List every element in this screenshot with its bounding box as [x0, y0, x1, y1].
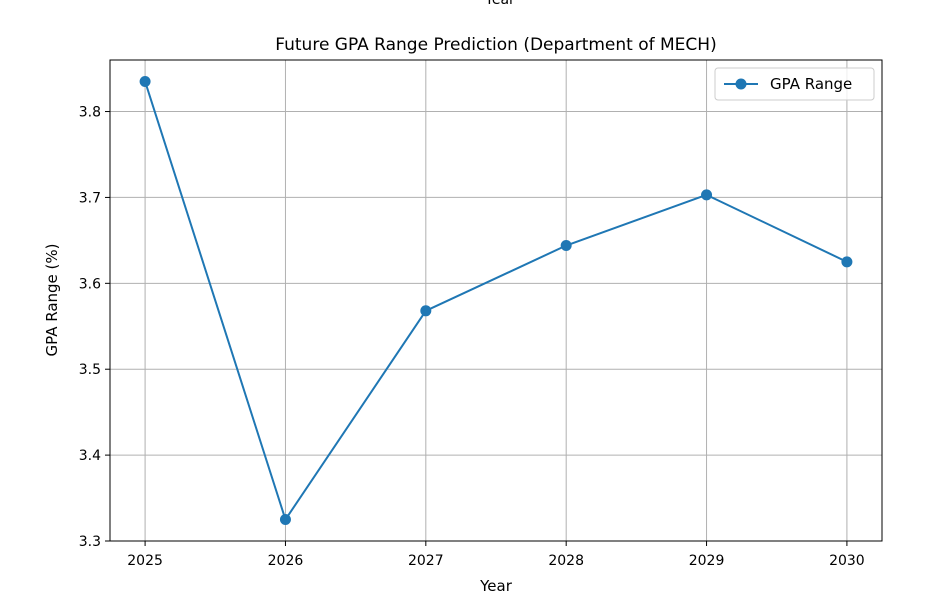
series-line: [144, 81, 848, 521]
y-tick-label: 3.4: [79, 448, 101, 464]
data-point: [279, 514, 291, 526]
data-point: [139, 75, 151, 87]
x-tick-label: 2028: [548, 553, 584, 569]
data-point: [560, 240, 572, 252]
y-axis-label: GPA Range (%): [43, 243, 61, 356]
y-tick-label: 3.7: [79, 190, 101, 206]
x-tick-label: 2027: [408, 553, 444, 569]
y-tick-label: 3.3: [79, 534, 101, 550]
data-point: [701, 189, 713, 201]
plot-frame: [109, 59, 883, 542]
data-point: [420, 305, 432, 317]
legend-box: [714, 67, 875, 101]
series-layer: [139, 75, 853, 526]
legend-marker-swatch: [735, 78, 747, 90]
x-tick-label: 2026: [268, 553, 304, 569]
y-tick-label: 3.8: [79, 105, 101, 121]
grid-lines: [110, 60, 882, 542]
x-tick-label: 2025: [127, 553, 163, 569]
y-tick-label: 3.5: [79, 362, 101, 378]
x-tick-label: 2030: [829, 553, 865, 569]
ticks-layer: 2025 2026 2027 2028 2029 2030 3.3 3.4 3.5 3.6 3.7 3…: [79, 105, 865, 569]
top-clip-label: Year: [484, 0, 515, 8]
x-axis-label: Year: [479, 577, 513, 595]
data-point: [841, 256, 853, 268]
x-tick-label: 2029: [689, 553, 725, 569]
legend: GPA Range: [714, 67, 875, 101]
legend-label: GPA Range: [770, 75, 852, 93]
chart-title: Future GPA Range Prediction (Department …: [275, 35, 716, 55]
y-tick-label: 3.6: [79, 276, 101, 292]
